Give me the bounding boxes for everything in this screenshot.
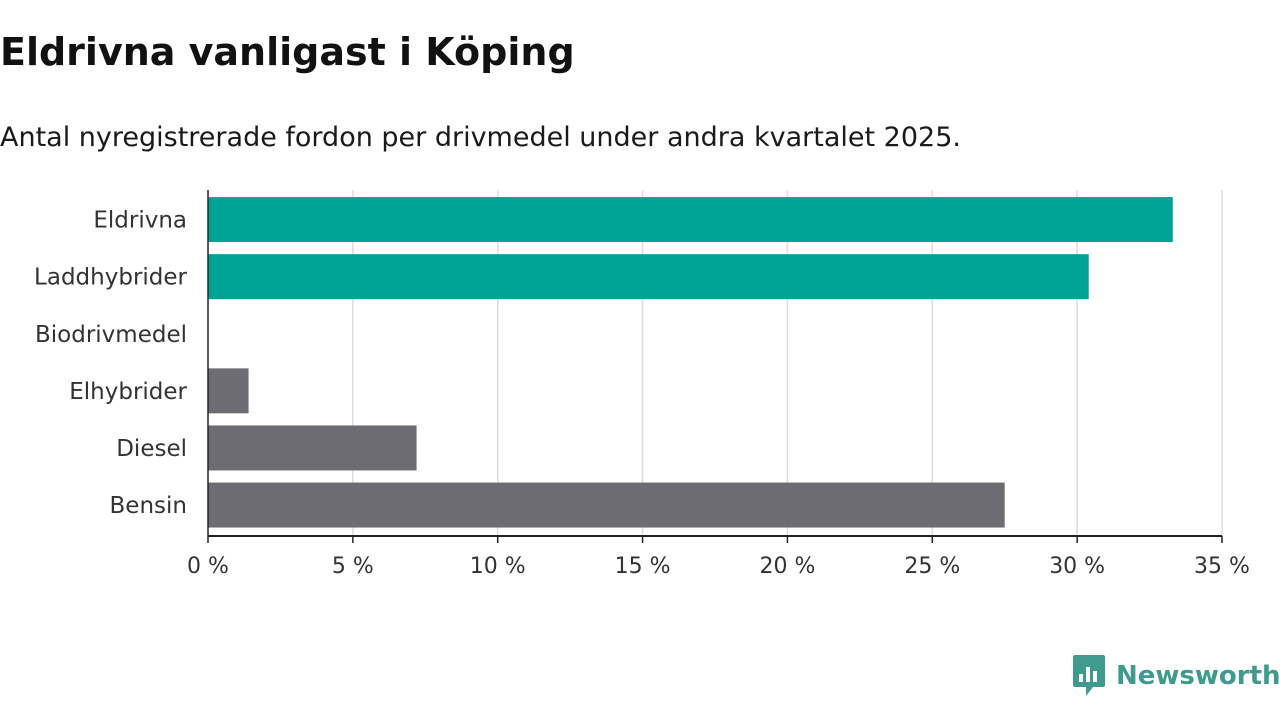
x-tick-label: 25 % (904, 554, 960, 579)
brand-logo: Newsworthy (1072, 654, 1280, 698)
category-label: Diesel (116, 436, 187, 462)
bar-laddhybrider (208, 254, 1089, 300)
bar-elhybrider (208, 368, 249, 414)
x-tick-label: 35 % (1194, 554, 1250, 579)
brand-name: Newsworthy (1116, 661, 1280, 691)
bars (208, 197, 1173, 528)
bar-diesel (208, 425, 417, 471)
bar-eldrivna (208, 197, 1173, 243)
newsworthy-logo-icon (1073, 655, 1105, 696)
x-tick-label: 30 % (1049, 554, 1105, 579)
x-tick-label: 15 % (615, 554, 671, 579)
category-label: Elhybrider (69, 379, 187, 405)
bar-bensin (208, 482, 1005, 528)
category-labels: Eldrivna Laddhybrider Biodrivmedel Elhybrid… (34, 208, 187, 519)
x-tick-label: 10 % (470, 554, 526, 579)
category-label: Eldrivna (93, 208, 187, 234)
category-label: Laddhybrider (34, 265, 187, 291)
category-label: Bensin (110, 493, 187, 519)
x-axis: 0 % 5 % 10 % 15 % 20 % 25 % 30 % 35 % (187, 190, 1250, 579)
x-tick-label: 0 % (187, 554, 229, 579)
chart-title: Eldrivna vanligast i Köping (0, 30, 575, 74)
x-tick-label: 5 % (332, 554, 374, 579)
chart-subtitle: Antal nyregistrerade fordon per drivmede… (0, 122, 961, 153)
category-label: Biodrivmedel (35, 322, 187, 348)
x-tick-label: 20 % (759, 554, 815, 579)
gridlines (352, 190, 1223, 536)
